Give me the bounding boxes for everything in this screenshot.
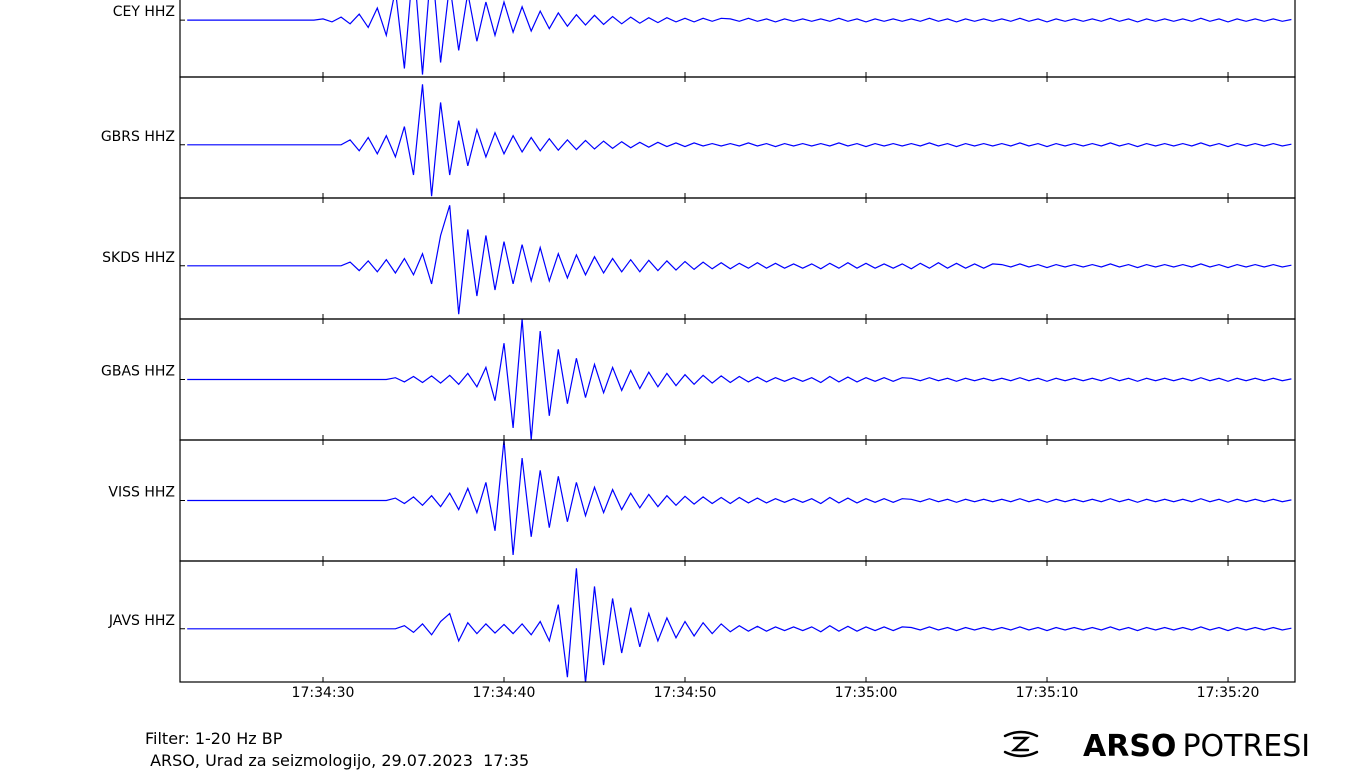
logo-product: POTRESI — [1182, 729, 1310, 764]
station-label: JAVS HHZ — [108, 613, 175, 629]
x-tick-label: 17:34:40 — [473, 685, 536, 701]
station-label: GBAS HHZ — [101, 364, 175, 380]
panel-frame — [179, 76, 1296, 199]
x-tick-label: 17:35:00 — [835, 685, 898, 701]
waveform — [187, 205, 1292, 315]
waveform — [187, 440, 1292, 556]
logo-z — [1010, 736, 1031, 752]
station-label: VISS HHZ — [108, 485, 175, 501]
panel-frame — [179, 197, 1296, 320]
station-label: CEY HHZ — [113, 4, 175, 20]
station-label: GBRS HHZ — [101, 129, 175, 145]
plots: CEY HHZ GBRS HHZ SKDS HHZ GBAS HHZ VISS HHZ J… — [101, 0, 1296, 701]
logo-arc — [1003, 750, 1039, 758]
x-tick-label: 17:35:10 — [1016, 685, 1079, 701]
waveform — [187, 319, 1292, 440]
x-tick-label: 17:34:50 — [654, 685, 717, 701]
credit: ARSO, Urad za seizmologijo, 29.07.2023 1… — [145, 751, 529, 770]
logo-text: ARSO POTRESI — [1083, 729, 1310, 764]
station-label: SKDS HHZ — [102, 250, 175, 266]
waveform — [187, 568, 1292, 682]
logo-arc — [1003, 730, 1039, 738]
waveform — [187, 84, 1292, 197]
logo-icon — [1003, 730, 1039, 758]
x-tick-label: 17:34:30 — [292, 685, 355, 701]
filter-note: Filter: 1-20 Hz BP — [145, 729, 283, 748]
panel-frame — [179, 560, 1296, 683]
x-tick-label: 17:35:20 — [1197, 685, 1260, 701]
panel-frame — [179, 0, 1296, 78]
logo-brand: ARSO — [1083, 729, 1176, 764]
waveform — [187, 0, 1292, 75]
